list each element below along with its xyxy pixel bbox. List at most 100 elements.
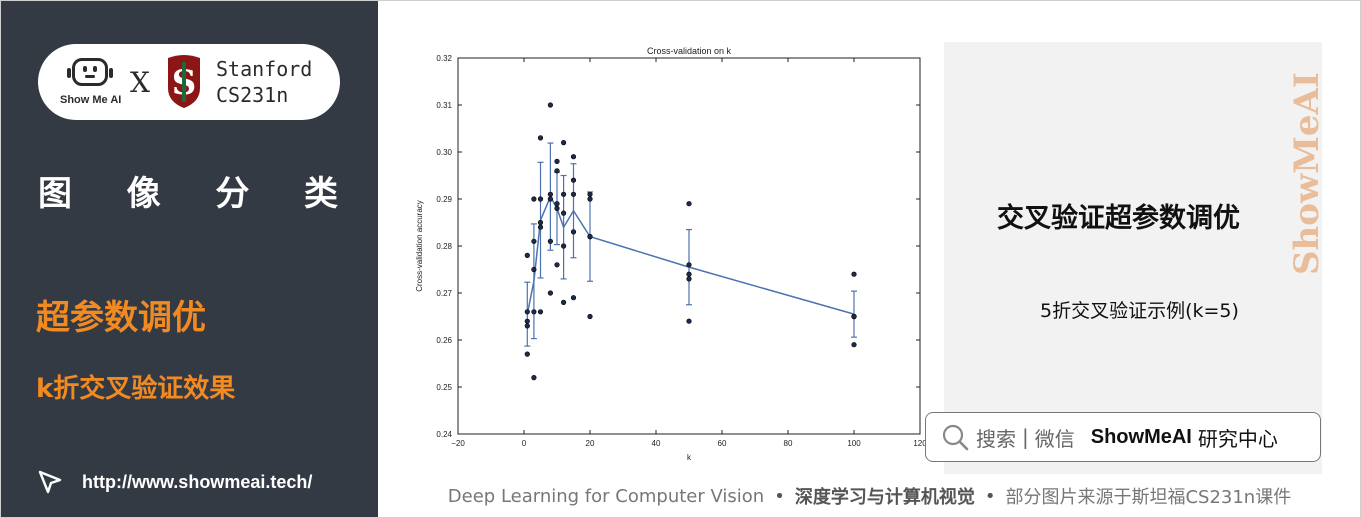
y-tick-label: 0.28 <box>436 242 452 251</box>
fold-accuracy-point <box>547 102 553 108</box>
search-icon <box>942 424 969 451</box>
fold-accuracy-point <box>851 342 857 348</box>
showmeai-watermark: ShowMeAI <box>1288 72 1327 275</box>
fold-accuracy-point <box>554 158 560 164</box>
footer-dot: • <box>774 485 785 507</box>
chart-svg: −20 0 20 40 60 80 100 120 0.24 0.25 0.26 0.27 0.28 0.… <box>415 46 927 462</box>
fold-accuracy-point <box>851 271 857 277</box>
y-tick-label: 0.29 <box>436 195 452 204</box>
course-line: CS231n <box>216 83 289 107</box>
fold-accuracy-point <box>547 191 553 197</box>
fold-accuracy-point <box>686 201 692 207</box>
y-tick-label: 0.32 <box>436 54 452 63</box>
topic-heading: 超参数调优 <box>36 298 206 338</box>
fold-accuracy-point <box>570 154 577 160</box>
showmeai-brand-small: Show Me AI <box>60 94 122 106</box>
fold-accuracy-point <box>537 196 544 202</box>
fold-accuracy-point <box>554 168 560 174</box>
x-tick-label: 100 <box>847 439 861 448</box>
fold-accuracy-point <box>547 238 553 244</box>
fold-accuracy-point <box>686 318 692 324</box>
fold-accuracy-point <box>570 295 577 301</box>
y-tick-label: 0.27 <box>436 289 452 298</box>
fold-accuracy-point <box>587 191 593 197</box>
fold-accuracy-point <box>686 262 692 268</box>
fold-accuracy-point <box>531 238 537 244</box>
category-char: 类 <box>303 174 338 214</box>
wechat-label: 微信 <box>1034 426 1075 451</box>
search-brand: ShowMeAI <box>1090 425 1192 448</box>
fold-accuracy-point <box>547 290 553 296</box>
robot-icon <box>67 58 113 86</box>
fold-accuracy-point <box>554 201 560 207</box>
x-tick-label: 0 <box>522 439 527 448</box>
fold-accuracy-point <box>587 234 593 240</box>
fold-accuracy-point <box>537 309 544 315</box>
footer-dot: • <box>984 485 996 507</box>
fold-accuracy-point <box>547 196 553 202</box>
fold-accuracy-point <box>570 229 577 235</box>
fold-accuracy-point <box>570 177 577 183</box>
fold-accuracy-point <box>561 299 567 306</box>
y-tick-label: 0.26 <box>436 336 452 345</box>
fold-accuracy-point <box>587 313 593 320</box>
fold-accuracy-point <box>531 196 537 202</box>
fold-accuracy-point <box>851 313 857 320</box>
fold-accuracy-point <box>524 323 530 329</box>
right-info-panel <box>944 42 1322 474</box>
y-tick-label: 0.31 <box>436 101 452 110</box>
website-url[interactable]: http://www.showmeai.tech/ <box>82 471 313 492</box>
fold-accuracy-point <box>537 135 544 141</box>
y-tick-label: 0.25 <box>436 383 452 392</box>
stanford-course-label: Stanford CS231n <box>216 56 312 108</box>
cursor-icon <box>38 470 62 494</box>
slide-title: 交叉验证超参数调优 <box>997 203 1240 234</box>
fold-accuracy-point <box>531 266 537 273</box>
fold-accuracy-point <box>524 309 530 315</box>
x-axis-label: k <box>687 453 692 462</box>
cross-validation-chart: −20 0 20 40 60 80 100 120 0.24 0.25 0.26 0.27 0.28 0.… <box>410 40 930 470</box>
search-separator: | <box>1022 425 1029 449</box>
mean-accuracy-line <box>526 194 855 315</box>
footer-course-en: Deep Learning for Computer Vision <box>447 485 765 507</box>
wechat-search-box[interactable]: 搜索 | 微信 ShowMeAI 研究中心 <box>925 412 1321 462</box>
x-tick-label: 40 <box>652 439 661 448</box>
category-char: 像 <box>126 174 161 214</box>
logo-banner: Show Me AI X S Stanford CS231n <box>38 44 340 120</box>
x-tick-label: 80 <box>784 439 793 448</box>
fold-accuracy-point <box>554 262 560 268</box>
fold-accuracy-point <box>524 318 530 324</box>
fold-accuracy-point <box>554 205 560 211</box>
chart-title: Cross-validation on k <box>647 46 732 56</box>
x-tick-label: 60 <box>718 439 727 448</box>
fold-accuracy-point <box>561 139 567 146</box>
fold-accuracy-point <box>570 191 577 197</box>
fold-accuracy-point <box>537 224 544 230</box>
y-axis-label: Cross-validation accuracy <box>415 200 424 292</box>
x-tick-label: −20 <box>451 439 465 448</box>
fold-accuracy-point <box>686 276 692 282</box>
fold-accuracy-point <box>686 271 692 277</box>
subtopic-heading: k折交叉验证效果 <box>36 374 236 404</box>
search-brand-cn: 研究中心 <box>1197 426 1278 451</box>
fold-accuracy-point <box>524 351 530 357</box>
collab-x-mark: X <box>130 66 150 99</box>
fold-accuracy-point <box>531 375 537 381</box>
footer-course-cn: 深度学习与计算机视觉 <box>794 487 975 508</box>
fold-accuracy-point <box>587 196 593 202</box>
fold-accuracy-point <box>561 210 567 216</box>
footer-bar: Deep Learning for Computer Vision • 深度学习… <box>378 474 1361 518</box>
category-char: 图 <box>38 174 72 214</box>
category-char: 分 <box>215 174 250 214</box>
footer-source: 部分图片来源于斯坦福CS231n课件 <box>1005 487 1292 508</box>
y-tick-label: 0.24 <box>436 430 452 439</box>
stanford-line: Stanford <box>216 57 313 81</box>
fold-accuracy-point <box>524 252 530 258</box>
left-sidebar: Show Me AI X S Stanford CS231n 图 像 分 类 超… <box>0 0 378 518</box>
website-link[interactable]: http://www.showmeai.tech/ <box>36 468 312 496</box>
fold-accuracy-point <box>537 219 544 226</box>
watermark-text: ShowMeAI <box>1288 72 1327 275</box>
x-tick-label: 20 <box>586 439 595 448</box>
y-tick-label: 0.30 <box>436 148 452 157</box>
stanford-logo-icon: S <box>168 55 200 108</box>
